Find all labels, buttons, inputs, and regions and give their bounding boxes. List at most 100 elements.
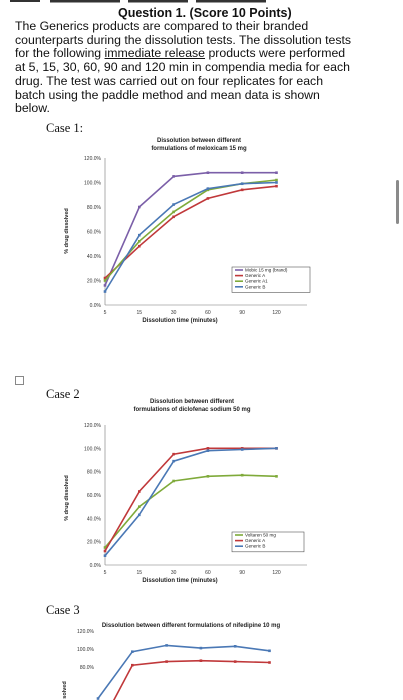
chart-title: formulations of meloxicam 15 mg bbox=[151, 146, 247, 152]
data-point bbox=[268, 649, 271, 653]
y-tick-label: 60.0% bbox=[87, 230, 102, 236]
data-point bbox=[206, 449, 210, 452]
data-point bbox=[131, 663, 134, 667]
x-tick-label: 60 bbox=[205, 570, 211, 576]
data-point bbox=[275, 178, 278, 182]
data-point bbox=[96, 697, 100, 700]
data-point bbox=[103, 279, 107, 282]
data-point bbox=[199, 659, 203, 662]
intro-underlined-text: immediate release bbox=[104, 46, 206, 61]
data-point bbox=[103, 549, 107, 553]
case-3-chart: Dissolution between different formulatio… bbox=[62, 623, 281, 700]
data-point bbox=[138, 240, 141, 243]
case-2-label: Case 2 bbox=[46, 387, 80, 401]
data-point bbox=[275, 475, 278, 478]
data-point bbox=[172, 459, 175, 463]
data-point bbox=[103, 290, 107, 293]
data-point bbox=[199, 646, 203, 650]
data-point bbox=[233, 645, 237, 648]
data-point bbox=[165, 660, 168, 663]
data-point bbox=[172, 479, 175, 483]
x-tick-label: 120 bbox=[272, 310, 281, 316]
series-line bbox=[104, 447, 277, 552]
data-point bbox=[138, 233, 141, 237]
chart-title: Dissolution between different bbox=[150, 399, 234, 405]
y-tick-label: 40.0% bbox=[87, 516, 102, 522]
data-point bbox=[103, 546, 107, 549]
series-line bbox=[104, 181, 277, 292]
y-tick-label: 100.0% bbox=[84, 446, 102, 452]
data-point bbox=[138, 244, 141, 248]
legend-box bbox=[231, 531, 305, 553]
series-line bbox=[104, 474, 277, 549]
data-point bbox=[172, 215, 175, 219]
data-point bbox=[138, 490, 141, 493]
y-axis-label: % drug dissolved bbox=[64, 208, 70, 254]
data-point bbox=[138, 205, 141, 209]
x-axis-label: Dissolution time (minutes) bbox=[142, 578, 217, 584]
x-axis-label: Dissolution time (minutes) bbox=[142, 318, 217, 324]
data-point bbox=[240, 188, 244, 192]
x-tick-label: 30 bbox=[171, 310, 177, 316]
intro-text-start: The Generics products are compared to th… bbox=[15, 19, 352, 61]
data-point bbox=[172, 203, 175, 206]
case-3-label: Case 3 bbox=[46, 603, 80, 617]
legend-entry: Generic B bbox=[245, 284, 265, 289]
y-tick-label: 20.0% bbox=[87, 540, 102, 546]
data-point bbox=[103, 284, 107, 287]
data-point bbox=[138, 505, 141, 508]
x-tick-label: 5 bbox=[104, 310, 107, 316]
data-point bbox=[206, 447, 210, 450]
data-point bbox=[172, 210, 175, 214]
series-line bbox=[112, 659, 270, 700]
data-point bbox=[240, 473, 244, 477]
data-point bbox=[275, 447, 278, 450]
x-tick-label: 90 bbox=[239, 570, 245, 576]
data-point bbox=[172, 175, 175, 178]
case-1-chart: Dissolution between different formulation… bbox=[64, 138, 311, 324]
cropped-previous-text bbox=[10, 0, 266, 3]
x-tick-label: 15 bbox=[137, 570, 143, 576]
series-line bbox=[104, 185, 277, 279]
y-tick-label: 100.0% bbox=[77, 647, 95, 653]
legend-entry: Generic A1 bbox=[245, 279, 268, 284]
data-point bbox=[206, 475, 210, 478]
data-point bbox=[240, 182, 244, 186]
scrollbar[interactable] bbox=[396, 180, 399, 224]
x-tick-label: 30 bbox=[171, 570, 177, 576]
series-line bbox=[104, 171, 277, 286]
legend-entry: Voltaren 50 mg bbox=[245, 533, 276, 538]
data-point bbox=[172, 452, 175, 456]
x-tick-label: 60 bbox=[205, 310, 211, 316]
data-point bbox=[275, 171, 278, 174]
data-point bbox=[206, 187, 210, 190]
y-tick-label: 20.0% bbox=[87, 279, 102, 285]
y-tick-label: 40.0% bbox=[87, 254, 102, 260]
chart-title: Dissolution between different bbox=[157, 138, 241, 144]
series-line bbox=[97, 644, 270, 699]
y-tick-label: 80.0% bbox=[80, 665, 95, 671]
y-tick-label: 100.0% bbox=[84, 181, 102, 187]
data-point bbox=[131, 650, 134, 653]
series-line bbox=[104, 179, 277, 282]
y-tick-label: 60.0% bbox=[87, 493, 102, 499]
y-axis-label: % drug dissolved bbox=[64, 475, 70, 521]
data-point bbox=[275, 184, 278, 188]
data-point bbox=[103, 276, 107, 280]
legend-entry: Generic B bbox=[245, 544, 265, 549]
case-1-label: Case 1: bbox=[46, 121, 84, 135]
legend-entry: Generic A bbox=[245, 538, 266, 543]
legend-box bbox=[231, 266, 311, 293]
chart-title: formulations of diclofenac sodium 50 mg bbox=[133, 407, 250, 413]
data-point bbox=[206, 171, 210, 174]
y-tick-label: 120.0% bbox=[77, 629, 95, 635]
y-tick-label: 0.0% bbox=[90, 303, 102, 309]
checkbox[interactable] bbox=[15, 376, 24, 385]
data-point bbox=[275, 181, 278, 184]
data-point bbox=[233, 660, 237, 663]
series-line bbox=[104, 447, 277, 557]
x-tick-label: 90 bbox=[239, 310, 245, 316]
y-axis-label: solved bbox=[62, 681, 68, 698]
x-tick-label: 120 bbox=[272, 570, 281, 576]
y-tick-label: 120.0% bbox=[84, 156, 102, 162]
